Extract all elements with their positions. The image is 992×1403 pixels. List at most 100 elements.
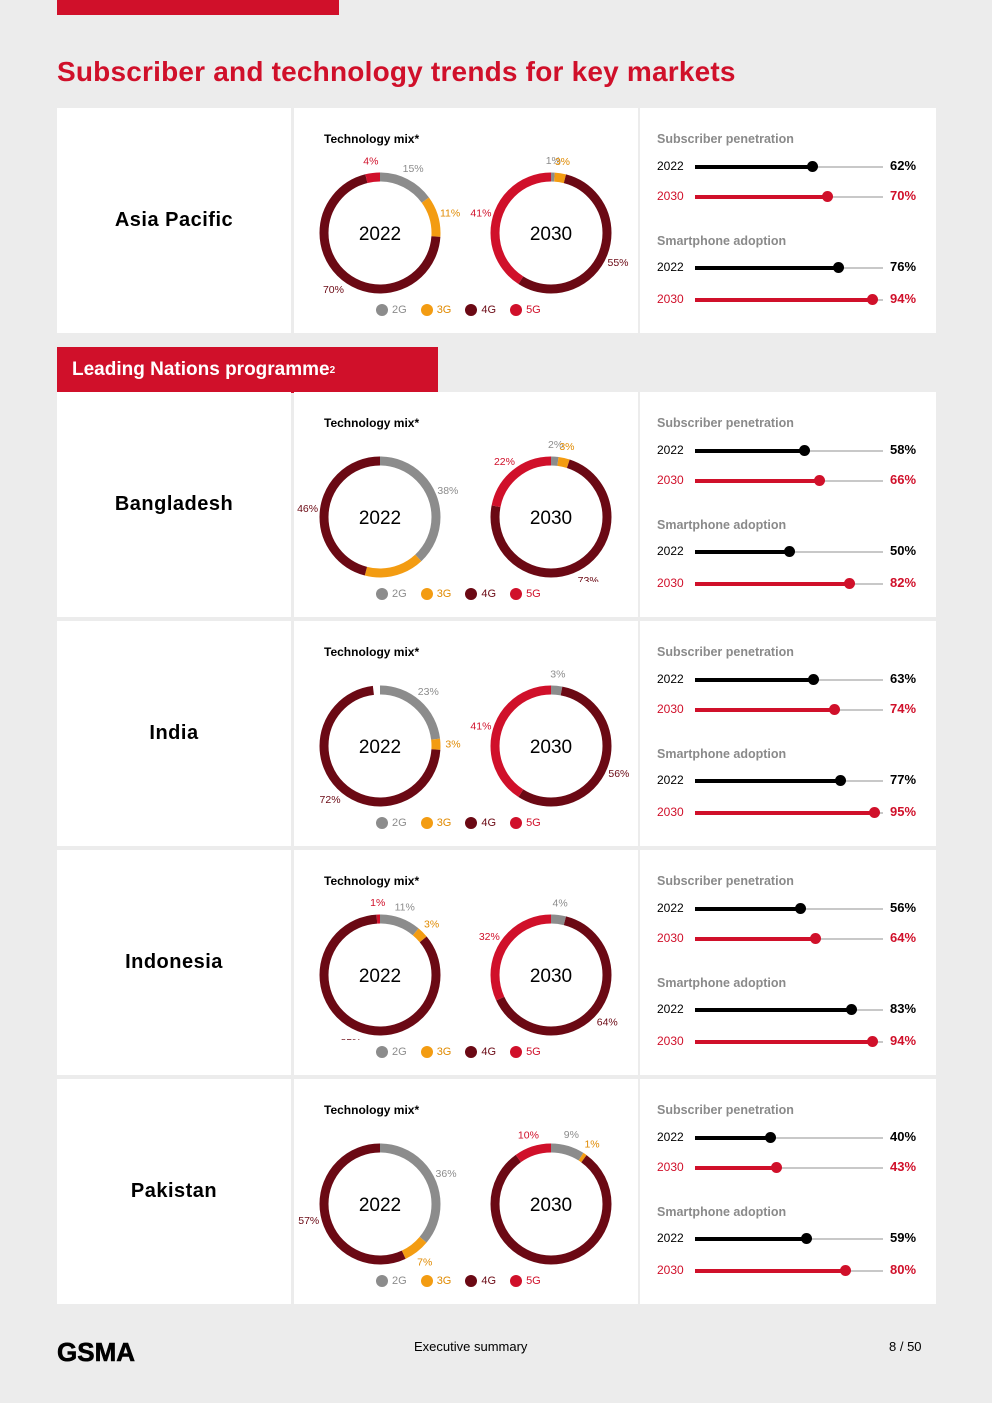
subscriber-bar-2022-fill [695,449,805,453]
donut-segment-bangladesh-2030-4g [490,456,612,578]
smartphone-bar-2022-marker [784,546,795,557]
subscriber-bar-2030-value: 64% [890,930,917,945]
subscriber-bar-2022-value: 56% [890,900,917,915]
legend-swatch [420,588,433,600]
smartphone-bar-2030-fill [695,1269,846,1273]
legend-label: 4G [481,1046,497,1058]
subscriber-bar-2030-fill [695,937,816,941]
legend-item-2g: 2G [376,588,407,600]
donut-segment-indonesia-2022-4g [319,914,441,1036]
legend-item-4g: 4G [465,1275,496,1287]
donut-label-india-2022-4g: 72% [320,794,341,806]
smartphone-bar-2030-track [695,1036,883,1047]
subscriber-bar-2022-fill [695,165,812,169]
subscriber-bar-2030-value: 74% [890,701,917,716]
legend-label: 2G [392,1275,407,1287]
subscriber-bar-2022-value: 62% [890,158,917,173]
legend-swatch [376,817,388,829]
subscriber-bar-2030-fill [695,708,835,712]
donut-segment-india-2022-2g [319,685,441,807]
legend-item-5g: 5G [510,817,541,829]
legend-swatch [420,817,433,829]
legend-swatch [510,588,523,600]
subscriber-bar-2030-marker [814,475,826,486]
smartphone-bar-2030-fill [695,582,850,586]
market-name-panel-pakistan: Pakistan [57,1079,291,1304]
smartphone-bar-2030-value: 82% [890,575,917,590]
donut-segment-pakistan-2030-5g [490,1143,612,1265]
technology-mix-title: Technology mix* [324,1103,420,1117]
smartphone-bar-2022-track [695,546,883,557]
subscriber-bar-2030-value: 66% [890,472,917,487]
subscriber-penetration-title: Subscriber penetration [657,416,794,430]
donut-label-asia-pacific-2030-3g: 3% [555,156,570,168]
donut-segment-asia-pacific-2030-5g [490,172,612,294]
subscriber-penetration-title: Subscriber penetration [657,645,794,659]
subscriber-bar-2022-fill [695,907,801,911]
subscriber-bar-2022-marker [806,161,818,172]
smartphone-bar-2022: 2022 83% [657,1001,927,1019]
smartphone-bar-2022: 2022 59% [657,1230,927,1248]
legend-swatch [465,1046,478,1058]
donut-segment-asia-pacific-2022-5g [319,172,441,294]
legend-label: 3G [436,817,452,829]
subscriber-bar-2030-fill [695,1166,776,1170]
smartphone-bar-2022-track [695,262,883,273]
section-banner-footnote: 2 [329,364,336,376]
technology-mix-panel-indonesia: Technology mix* 11% 3% 85% 1% 2022 4% 64% 32% 203… [294,850,638,1075]
market-name: Indonesia [125,951,223,973]
smartphone-bar-2030-fill [695,298,872,302]
smartphone-bar-2022: 2022 50% [657,543,927,561]
technology-mix-donuts: 11% 3% 85% 1% 2022 4% 64% 32% 2030 [319,897,618,1040]
smartphone-bar-2022-year: 2022 [657,260,684,274]
donut-label-indonesia-2030-2g: 4% [553,898,568,910]
subscriber-bar-2022-value: 58% [890,442,917,457]
donut-label-bangladesh-2030-3g: 3% [559,441,574,453]
metrics-panel-indonesia: Subscriber penetration 2022 56% 2030 64% Smar… [640,850,936,1075]
smartphone-bar-2030: 2030 94% [657,291,927,309]
subscriber-penetration-title: Subscriber penetration [657,132,794,146]
donut-label-indonesia-2030-5g: 32% [479,931,500,943]
subscriber-bar-2022-marker [799,445,811,456]
technology-mix-donuts: 23% 3% 72% 2022 3% 56% 41% 2030 [319,668,629,807]
legend-swatch [376,1275,388,1287]
legend-label: 3G [436,1275,452,1287]
legend-item-3g: 3G [420,304,451,316]
smartphone-bar-2022-marker [846,1004,858,1015]
subscriber-bar-2022-value: 40% [890,1129,917,1144]
donut-segment-india-2030-4g [490,685,612,807]
legend-swatch [510,1046,523,1058]
smartphone-bar-2030-track [695,294,883,305]
donut-segment-asia-pacific-2022-4g [319,172,441,294]
legend-swatch [465,588,478,600]
subscriber-penetration-title: Subscriber penetration [657,1103,794,1117]
donut-label-india-2030-2g: 3% [550,668,565,680]
donut-segment-bangladesh-2030-5g [490,456,612,578]
market-name: India [149,722,199,744]
smartphone-bar-2030-year: 2030 [657,1263,684,1277]
donut-segment-india-2022-3g [319,685,441,807]
legend-item-2g: 2G [376,1275,407,1287]
subscriber-bar-2022-year: 2022 [657,1130,684,1144]
legend-swatch [376,1046,388,1058]
smartphone-bar-2022: 2022 77% [657,772,927,790]
metrics-panel-india: Subscriber penetration 2022 63% 2030 74% Smar… [640,621,936,846]
legend-swatch [376,304,388,316]
smartphone-bar-2022-marker [800,1233,812,1244]
smartphone-bar-2030-value: 80% [890,1262,917,1277]
donut-label-indonesia-2022-3g: 3% [424,918,439,930]
donut-segment-pakistan-2030-4g [490,1143,612,1265]
gsma-logo-text: GSMA [57,1339,135,1365]
smartphone-bar-2030-year: 2030 [657,292,684,306]
subscriber-bar-2022-track [695,903,883,914]
technology-legend: 2G 3G 4G 5G [376,1275,596,1287]
donut-label-pakistan-2022-2g: 36% [436,1168,457,1180]
subscriber-bar-2030: 2030 64% [657,930,927,948]
technology-mix-title: Technology mix* [324,645,420,659]
donut-label-bangladesh-2022-4g: 46% [297,503,318,515]
legend-swatch [510,1275,523,1287]
smartphone-bar-2022-track [695,1004,883,1015]
metrics-panel-pakistan: Subscriber penetration 2022 40% 2030 43% Smar… [640,1079,936,1304]
smartphone-bar-2030-fill [695,811,874,815]
